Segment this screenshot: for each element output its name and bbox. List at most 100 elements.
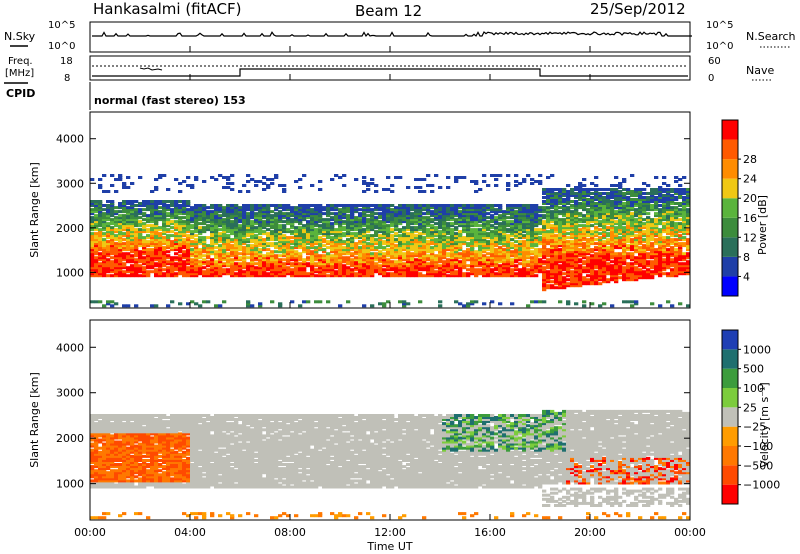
- power-cell: [522, 272, 527, 276]
- power-cell: [410, 212, 415, 216]
- power-cell: [394, 264, 399, 268]
- power-cell: [550, 210, 555, 214]
- power-cell: [286, 258, 291, 262]
- power-cell: [550, 192, 555, 195]
- power-cell: [350, 272, 355, 276]
- power-cell: [634, 224, 639, 228]
- power-cell: [578, 240, 583, 244]
- power-cell: [358, 214, 363, 218]
- power-cell: [498, 208, 503, 212]
- power-cell: [634, 238, 639, 242]
- power-cell: [234, 272, 239, 276]
- power-cell: [238, 230, 243, 234]
- power-cell: [530, 258, 535, 262]
- power-cell: [146, 228, 151, 232]
- power-cell: [130, 214, 135, 218]
- power-cell: [374, 268, 379, 272]
- power-cell: [126, 254, 131, 258]
- power-cell: [190, 274, 195, 278]
- power-cell: [318, 236, 323, 240]
- power-cell: [538, 248, 543, 252]
- power-cell: [422, 230, 427, 234]
- power-cell: [382, 264, 387, 268]
- power-cell: [398, 214, 403, 218]
- power-cell: [222, 210, 227, 214]
- power-cell: [466, 210, 471, 214]
- power-cell: [382, 220, 387, 224]
- power-cell: [170, 222, 175, 226]
- power-cell: [118, 234, 123, 238]
- power-cell: [302, 266, 307, 270]
- power-cell: [118, 264, 123, 268]
- power-cell: [242, 228, 247, 232]
- power-cell: [290, 220, 295, 224]
- power-cell: [218, 234, 223, 238]
- power-cell: [270, 218, 275, 222]
- power-cell: [638, 264, 643, 268]
- power-cell: [502, 244, 507, 248]
- power-cell: [638, 270, 643, 274]
- power-cell: [178, 234, 183, 238]
- power-cell: [398, 220, 403, 224]
- power-cell: [90, 270, 95, 274]
- power-cell: [154, 270, 159, 274]
- power-cell: [590, 270, 595, 274]
- power-cell: [366, 272, 371, 276]
- power-cell: [98, 202, 103, 205]
- power-cell: [250, 262, 255, 266]
- power-cell: [178, 212, 183, 216]
- power-cell: [478, 228, 483, 232]
- power-cell: [454, 246, 459, 250]
- power-cell: [626, 208, 631, 212]
- power-cell: [398, 240, 403, 244]
- power-cell: [494, 242, 499, 246]
- power-cell: [114, 274, 119, 278]
- power-cell: [398, 234, 403, 238]
- power-cell: [278, 246, 283, 250]
- power-cell: [154, 204, 159, 207]
- power-cell: [266, 264, 271, 268]
- power-cell: [274, 256, 279, 260]
- power-cell: [562, 256, 567, 260]
- power-cell: [474, 242, 479, 246]
- power-cell: [438, 256, 443, 260]
- power-cell: [622, 240, 627, 244]
- power-cell: [106, 302, 111, 306]
- power-cell: [218, 206, 223, 210]
- power-cell: [414, 254, 419, 258]
- power-cell: [526, 272, 531, 276]
- power-cell: [642, 200, 647, 203]
- power-cell: [174, 272, 179, 276]
- power-cell: [578, 232, 583, 236]
- power-cell: [618, 268, 623, 272]
- power-cell: [454, 228, 459, 232]
- power-cell: [98, 268, 103, 272]
- power-cell: [314, 252, 319, 256]
- power-cell: [302, 204, 307, 207]
- power-cell: [266, 248, 271, 252]
- power-cell: [418, 240, 423, 244]
- power-cell: [250, 246, 255, 250]
- power-cell: [410, 246, 415, 250]
- power-cell: [614, 232, 619, 236]
- power-cell: [402, 304, 407, 308]
- power-cell: [634, 276, 639, 280]
- power-cell: [234, 248, 239, 252]
- power-cell: [490, 230, 495, 234]
- power-cell: [326, 254, 331, 258]
- power-cell: [366, 244, 371, 248]
- power-cell: [322, 244, 327, 248]
- power-cell: [94, 218, 99, 222]
- power-cell: [434, 272, 439, 276]
- power-cell: [470, 206, 475, 210]
- power-cell: [214, 226, 219, 230]
- power-cell: [566, 300, 571, 304]
- power-cell: [474, 300, 479, 304]
- power-cell: [358, 222, 363, 226]
- power-cell: [638, 214, 643, 218]
- power-cell: [298, 228, 303, 232]
- power-cell: [622, 192, 627, 195]
- power-cell: [554, 204, 559, 207]
- power-cell: [574, 244, 579, 248]
- power-cell: [134, 238, 139, 242]
